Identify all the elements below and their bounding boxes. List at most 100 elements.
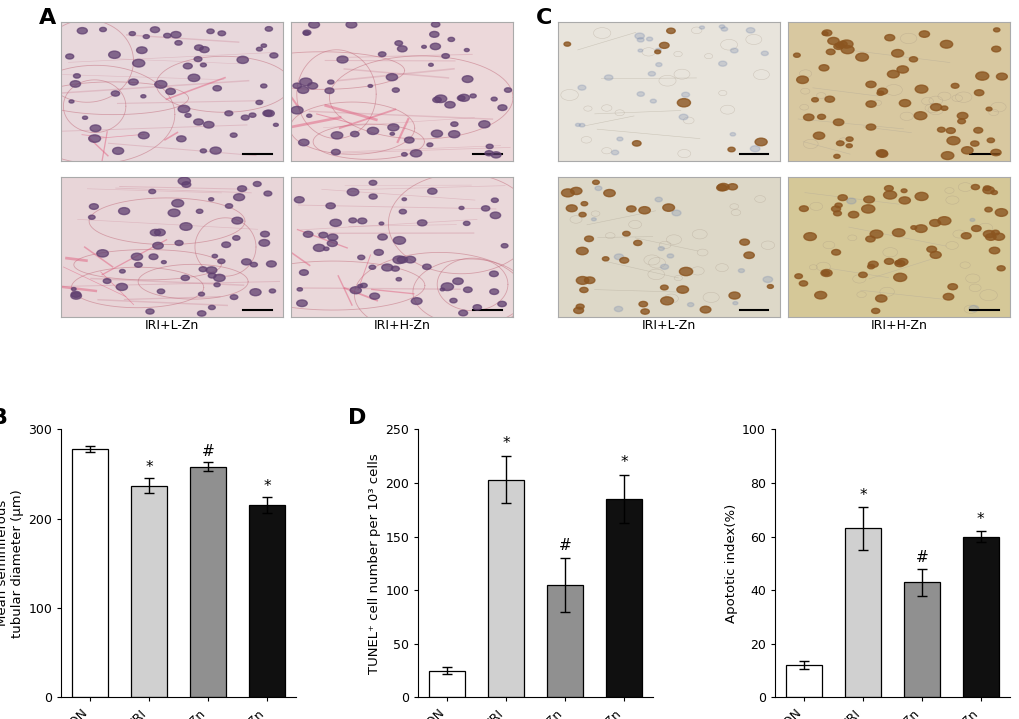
- Circle shape: [875, 150, 887, 157]
- Circle shape: [207, 29, 214, 34]
- Circle shape: [427, 143, 432, 147]
- Circle shape: [946, 128, 955, 134]
- Bar: [487, 480, 524, 697]
- Circle shape: [132, 60, 145, 67]
- Circle shape: [914, 193, 927, 201]
- Circle shape: [367, 127, 378, 134]
- Circle shape: [449, 298, 457, 303]
- Circle shape: [490, 212, 500, 219]
- Circle shape: [870, 308, 879, 313]
- Circle shape: [799, 206, 808, 211]
- Circle shape: [150, 229, 160, 236]
- Text: *: *: [858, 488, 866, 503]
- Circle shape: [345, 22, 357, 28]
- Circle shape: [218, 259, 225, 264]
- Circle shape: [232, 236, 239, 240]
- Circle shape: [841, 45, 853, 54]
- Circle shape: [489, 271, 498, 277]
- Circle shape: [570, 188, 582, 195]
- Circle shape: [194, 57, 202, 62]
- Circle shape: [231, 217, 243, 224]
- Circle shape: [762, 277, 771, 283]
- Circle shape: [591, 218, 596, 221]
- Circle shape: [497, 105, 506, 111]
- Circle shape: [253, 181, 261, 186]
- Circle shape: [491, 97, 496, 101]
- Circle shape: [833, 211, 841, 216]
- Circle shape: [481, 206, 489, 211]
- Circle shape: [883, 35, 894, 41]
- Circle shape: [894, 260, 904, 267]
- Text: C: C: [535, 8, 551, 27]
- Circle shape: [329, 219, 341, 226]
- Circle shape: [887, 70, 899, 78]
- Circle shape: [579, 288, 588, 293]
- Circle shape: [230, 133, 236, 137]
- Circle shape: [401, 152, 407, 156]
- Circle shape: [464, 48, 469, 52]
- Circle shape: [116, 283, 127, 290]
- Circle shape: [820, 270, 832, 277]
- Circle shape: [458, 94, 469, 101]
- Text: A: A: [39, 8, 56, 27]
- Circle shape: [584, 236, 593, 242]
- Circle shape: [77, 27, 88, 34]
- Circle shape: [452, 278, 463, 285]
- Circle shape: [429, 32, 438, 37]
- Circle shape: [89, 135, 101, 142]
- Circle shape: [739, 239, 749, 245]
- Circle shape: [153, 242, 163, 249]
- Circle shape: [989, 150, 1000, 156]
- Circle shape: [369, 265, 375, 270]
- Circle shape: [327, 234, 337, 240]
- Circle shape: [137, 47, 147, 53]
- Circle shape: [444, 101, 454, 108]
- Circle shape: [266, 261, 276, 267]
- Circle shape: [936, 216, 950, 225]
- Circle shape: [378, 52, 385, 57]
- Circle shape: [811, 98, 817, 102]
- Circle shape: [650, 99, 656, 103]
- Circle shape: [699, 306, 710, 313]
- Circle shape: [666, 254, 673, 258]
- Circle shape: [391, 266, 398, 271]
- Circle shape: [718, 61, 727, 66]
- Circle shape: [470, 94, 476, 98]
- Circle shape: [579, 212, 586, 217]
- Circle shape: [358, 285, 362, 288]
- Circle shape: [573, 307, 583, 313]
- Circle shape: [135, 262, 142, 267]
- Circle shape: [497, 301, 505, 307]
- Circle shape: [181, 275, 190, 280]
- Circle shape: [666, 28, 675, 34]
- Circle shape: [613, 254, 623, 260]
- Circle shape: [975, 72, 987, 80]
- Circle shape: [817, 114, 824, 119]
- Circle shape: [794, 274, 802, 278]
- Circle shape: [504, 88, 512, 92]
- Circle shape: [430, 43, 440, 50]
- Circle shape: [803, 233, 815, 241]
- Circle shape: [256, 101, 263, 104]
- Circle shape: [865, 101, 875, 107]
- Circle shape: [500, 244, 507, 248]
- Circle shape: [242, 115, 249, 120]
- Circle shape: [327, 240, 337, 247]
- Circle shape: [729, 292, 740, 299]
- Circle shape: [620, 257, 628, 263]
- Circle shape: [369, 194, 377, 199]
- Circle shape: [261, 44, 266, 47]
- Circle shape: [632, 141, 641, 146]
- Circle shape: [478, 121, 489, 128]
- Circle shape: [462, 75, 473, 83]
- Circle shape: [913, 111, 926, 120]
- Circle shape: [846, 198, 855, 204]
- Circle shape: [727, 184, 737, 190]
- Circle shape: [70, 293, 82, 299]
- Circle shape: [576, 277, 588, 285]
- Circle shape: [633, 240, 641, 245]
- Circle shape: [392, 88, 398, 92]
- Circle shape: [699, 26, 704, 29]
- Circle shape: [196, 209, 203, 214]
- Circle shape: [73, 74, 81, 78]
